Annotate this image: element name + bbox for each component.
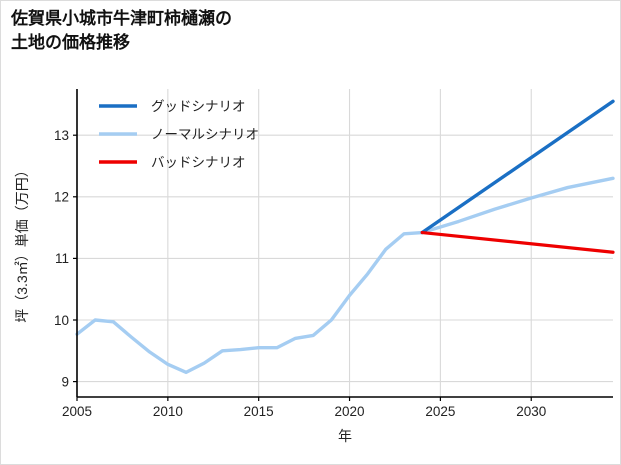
series-line-3 — [420, 230, 615, 254]
legend-label-good: グッドシナリオ — [151, 99, 246, 114]
axes-group — [76, 89, 613, 398]
x-tick-label-2010: 2010 — [153, 404, 183, 419]
x-tick-label-2005: 2005 — [62, 404, 92, 419]
page-title: 佐賀県小城市牛津町柿樋瀬の 土地の価格推移 — [11, 9, 232, 53]
y-tick-label-11: 11 — [55, 251, 69, 266]
legend-label-bad: バッドシナリオ — [151, 155, 246, 170]
y-axis-title: 坪（3.3㎡）単価（万円） — [14, 163, 30, 322]
y-tick-label-13: 13 — [54, 128, 69, 143]
y-tick-label-9: 9 — [61, 374, 69, 389]
x-tick-label-2025: 2025 — [425, 404, 455, 419]
y-tick-label-12: 12 — [54, 190, 69, 205]
x-axis-title: 年 — [338, 428, 352, 444]
x-tick-label-2030: 2030 — [516, 404, 546, 419]
y-tick-label-10: 10 — [54, 313, 69, 328]
x-tick-label-2015: 2015 — [244, 404, 274, 419]
series-group — [75, 99, 615, 375]
ticks-group: 9 10 11 12 13 2005 2010 2015 2020 2025 2030 — [54, 128, 546, 419]
legend-label-normal: ノーマルシナリオ — [151, 127, 259, 142]
x-tick-label-2020: 2020 — [335, 404, 365, 419]
series-line-1 — [75, 176, 615, 375]
series-line-2 — [420, 99, 615, 235]
